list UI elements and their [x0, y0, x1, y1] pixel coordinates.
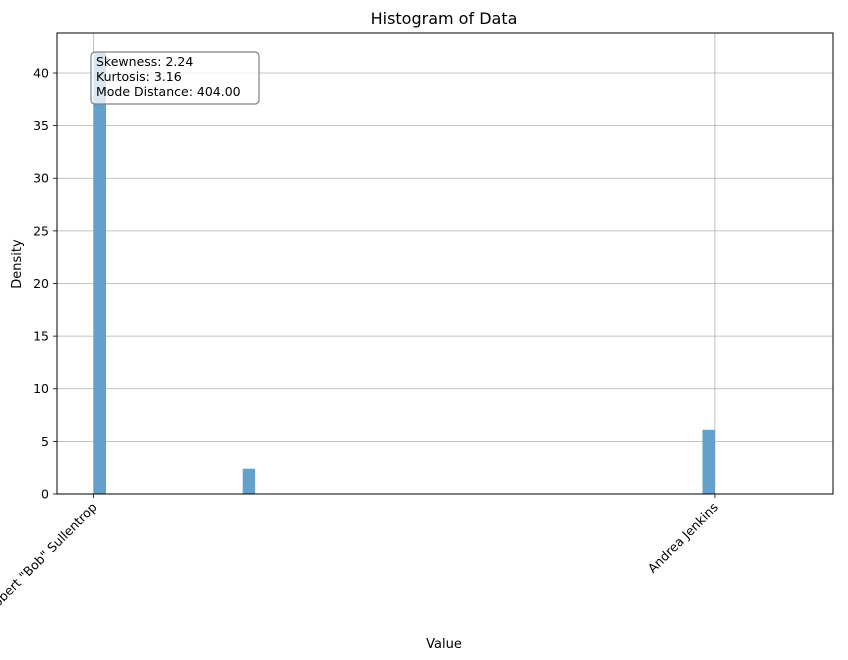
x-tick-label: Andrea Jenkins — [645, 500, 721, 576]
y-tick-label: 35 — [33, 118, 49, 133]
y-axis-ticks: 0 5 10 15 20 25 30 35 40 — [33, 65, 57, 502]
axes-frame — [56, 32, 834, 495]
y-tick-label: 30 — [33, 171, 49, 186]
x-tick-label: Robert "Bob" Sullentrop — [0, 499, 100, 615]
y-tick-label: 15 — [33, 329, 49, 344]
x-axis-label: Value — [426, 637, 462, 652]
y-tick-label: 0 — [41, 487, 49, 502]
y-axis-label: Density — [10, 239, 25, 289]
annotation-skewness: Skewness: 2.24 — [96, 54, 193, 69]
histogram-bar — [242, 468, 256, 494]
annotation-mode-distance: Mode Distance: 404.00 — [96, 84, 241, 99]
y-tick-label: 20 — [33, 276, 49, 291]
y-tick-label: 10 — [33, 381, 49, 396]
y-tick-label: 40 — [33, 65, 49, 80]
y-tick-label: 5 — [41, 434, 49, 449]
stats-annotation: Skewness: 2.24 Kurtosis: 3.16 Mode Dista… — [90, 51, 260, 105]
annotation-kurtosis: Kurtosis: 3.16 — [96, 69, 182, 84]
grid-lines — [57, 33, 833, 495]
histogram-bar — [93, 51, 107, 495]
annotation-box — [90, 51, 260, 105]
chart-title: Histogram of Data — [371, 9, 518, 28]
histogram-bar — [702, 429, 715, 494]
x-axis-ticks: Robert "Bob" Sullentrop Andrea Jenkins — [0, 494, 721, 615]
y-tick-label: 25 — [33, 223, 49, 238]
histogram-bars — [93, 51, 715, 495]
